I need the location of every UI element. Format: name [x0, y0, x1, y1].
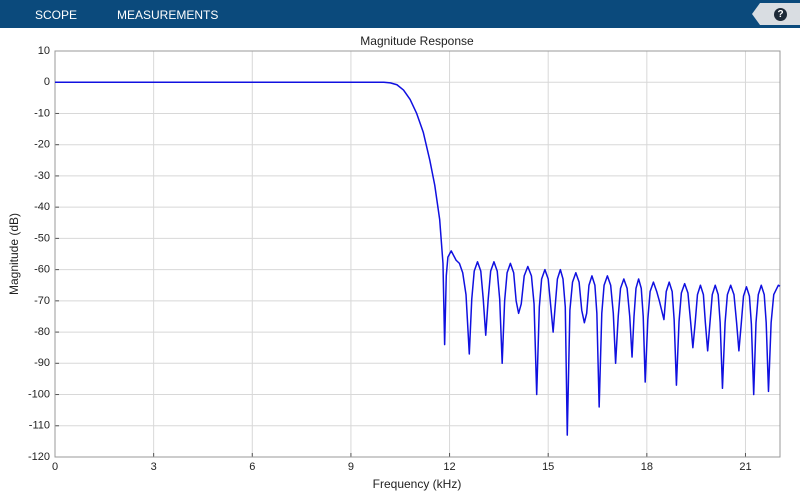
x-tick-label: 3 [151, 461, 157, 473]
chart-title: Magnitude Response [360, 34, 474, 48]
x-axis-label: Frequency (kHz) [373, 477, 462, 491]
x-tick-label: 21 [739, 461, 751, 473]
y-tick-label: -100 [28, 388, 50, 400]
x-tick-label: 18 [641, 461, 653, 473]
y-tick-label: 10 [38, 45, 50, 57]
y-tick-label: -120 [28, 451, 50, 463]
y-tick-label: -90 [34, 357, 50, 369]
y-tick-label: -110 [29, 420, 50, 432]
y-tick-label: 0 [44, 76, 50, 88]
help-button[interactable]: ? [774, 8, 787, 21]
chart: Magnitude Response Frequency (kHz) Magni… [7, 34, 781, 491]
y-tick-label: -20 [34, 139, 50, 151]
line [55, 81, 781, 436]
y-axis-label: Magnitude (dB) [7, 213, 21, 295]
y-tick-label: -50 [34, 232, 50, 244]
y-tick-label: -40 [34, 201, 50, 213]
x-tick-label: 15 [542, 461, 554, 473]
x-tick-label: 12 [443, 461, 455, 473]
plot-border [54, 50, 781, 458]
toolbar: SCOPE MEASUREMENTS ? [0, 0, 800, 28]
x-tick-label: 0 [52, 461, 58, 473]
y-tick-label: -10 [34, 107, 50, 119]
x-tick-label: 9 [348, 461, 354, 473]
plot-area [54, 50, 781, 458]
y-tick-label: -80 [34, 326, 50, 338]
x-tick-label: 6 [249, 461, 255, 473]
y-tick-label: -30 [34, 170, 50, 182]
measurements-tab[interactable]: MEASUREMENTS [117, 8, 219, 22]
scope-tab[interactable]: SCOPE [35, 8, 78, 22]
help-tab: ? [752, 3, 800, 25]
y-tick-label: -70 [34, 295, 50, 307]
y-tick-label: -60 [34, 264, 50, 276]
